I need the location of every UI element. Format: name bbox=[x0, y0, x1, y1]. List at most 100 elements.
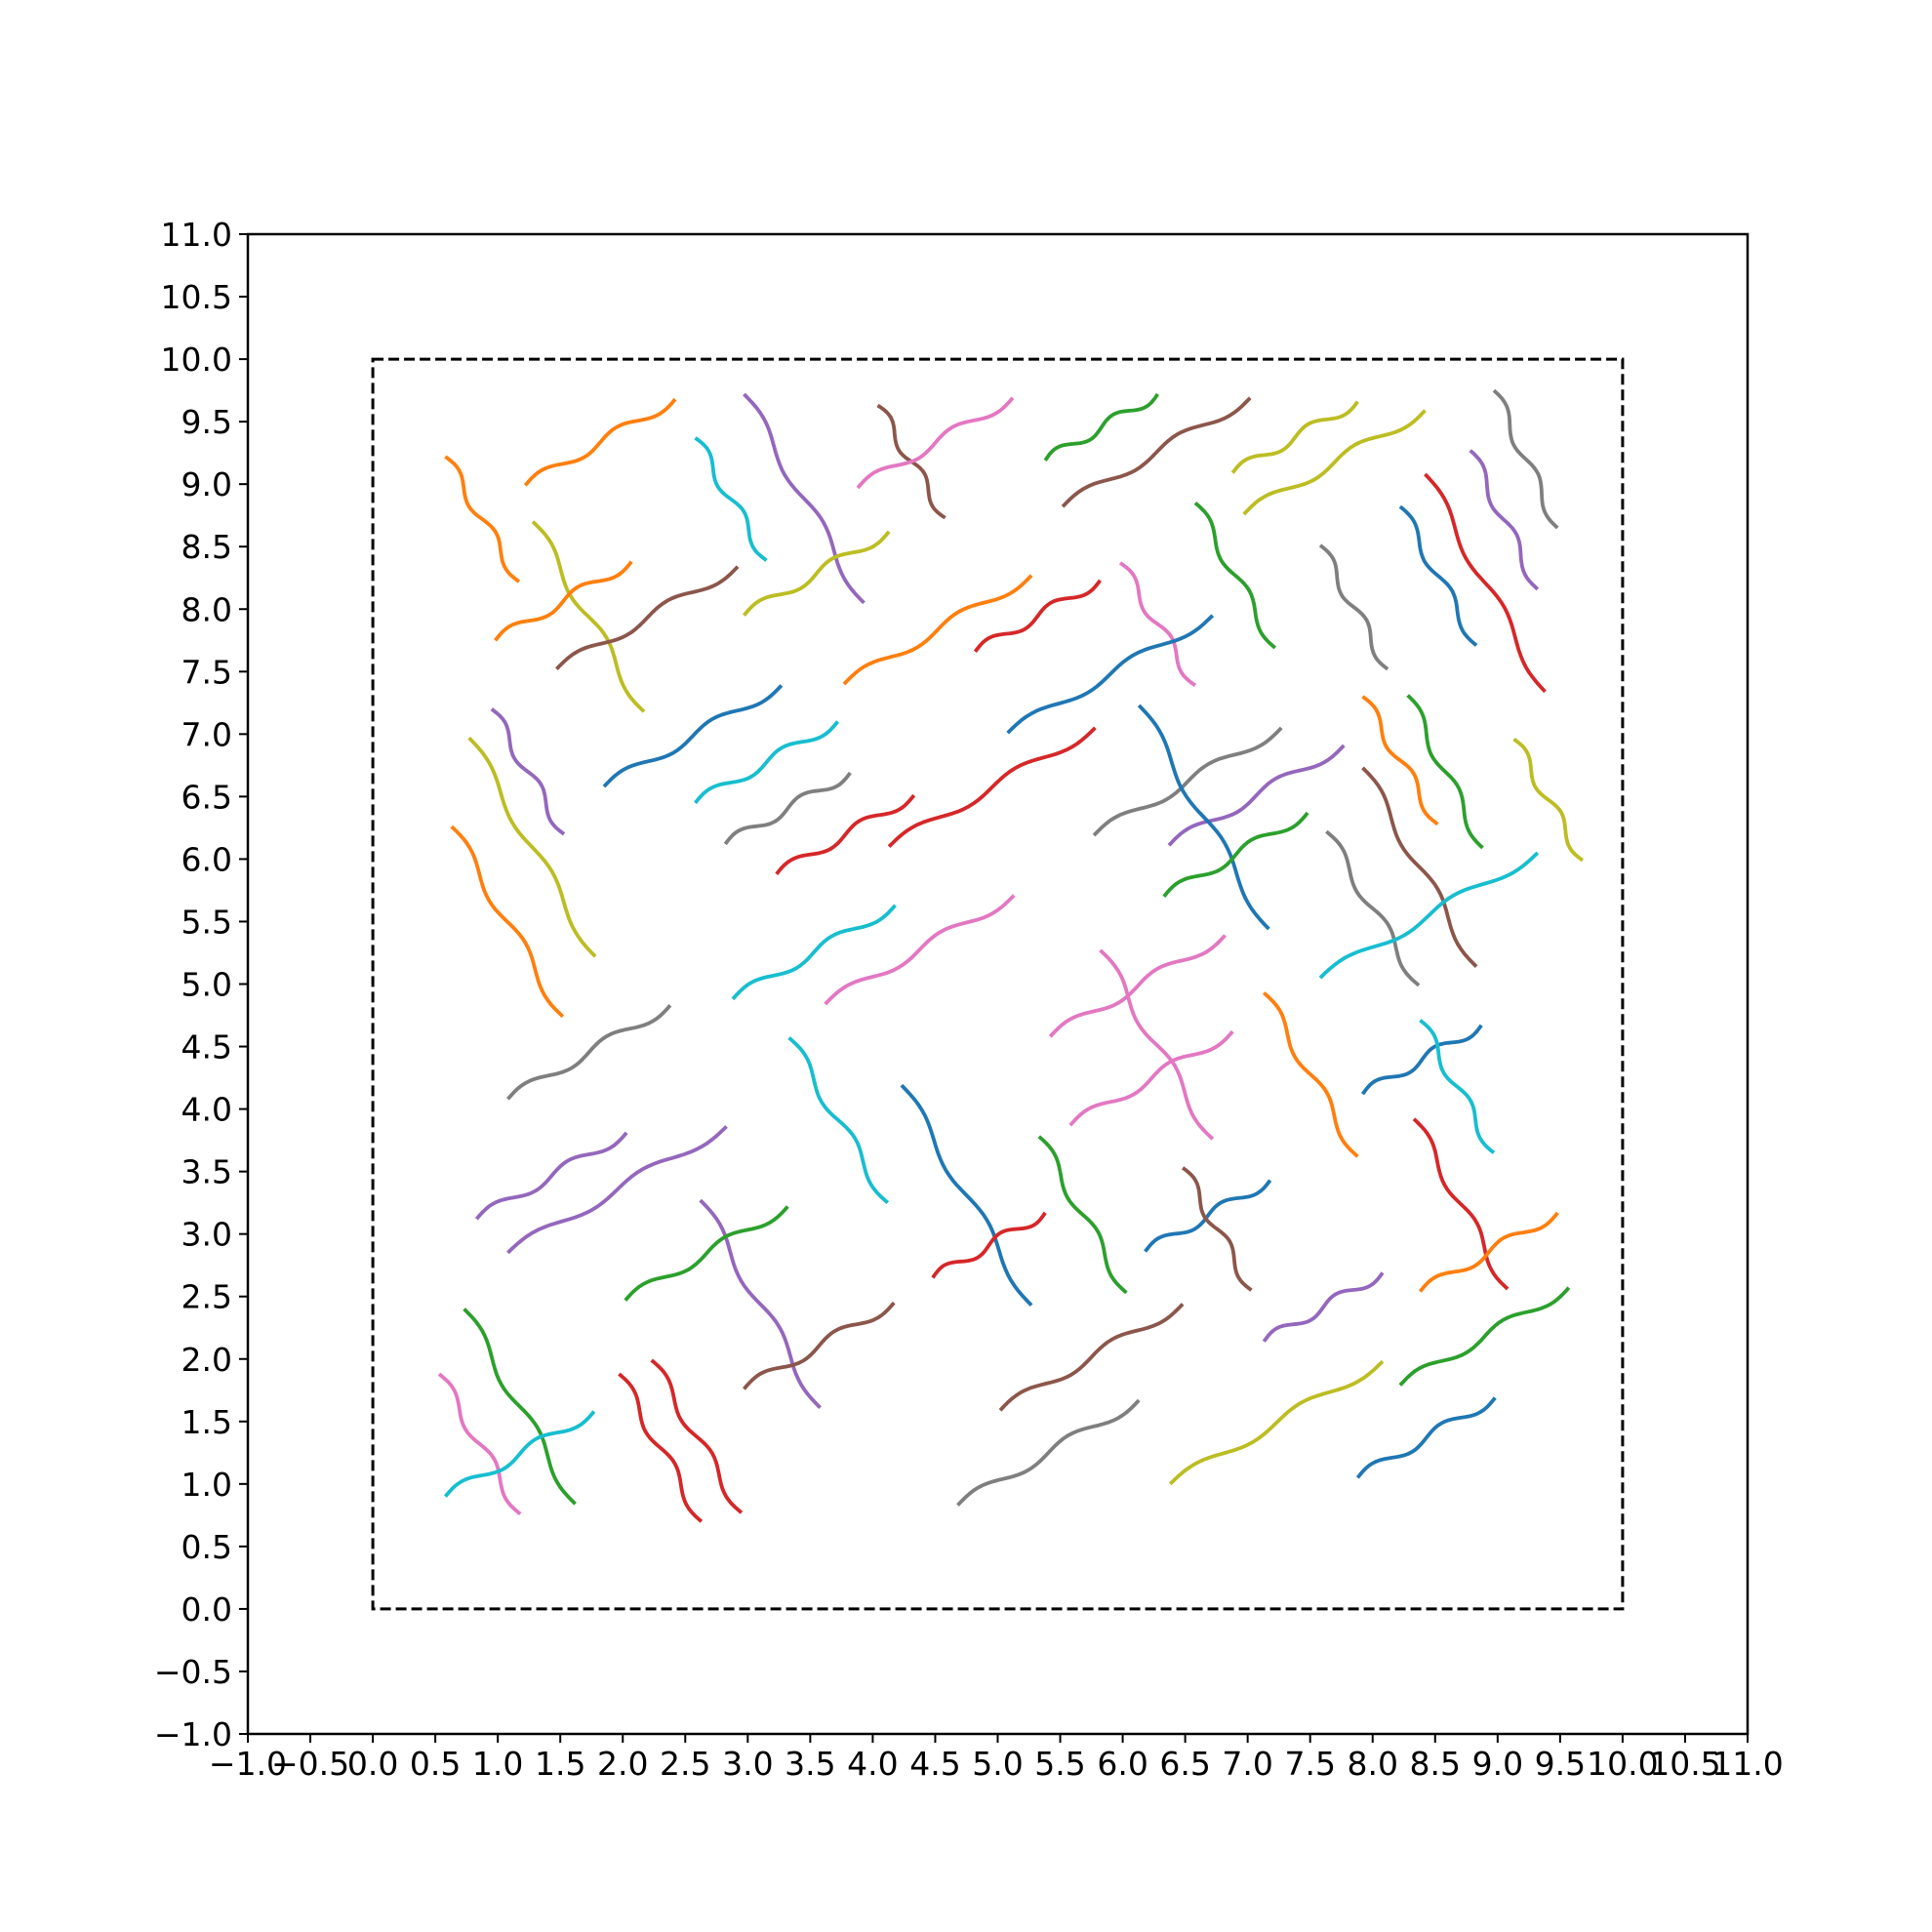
segment-41 bbox=[1325, 829, 1421, 987]
y-tick-label: 4.5 bbox=[181, 1028, 232, 1067]
segment-56 bbox=[506, 1125, 728, 1255]
x-tick-label: 5.5 bbox=[1034, 1745, 1085, 1783]
x-tick-label: 7.0 bbox=[1222, 1745, 1272, 1783]
x-tick-label: 2.0 bbox=[597, 1745, 648, 1783]
segment-62 bbox=[1412, 1117, 1509, 1291]
segment-30 bbox=[723, 771, 852, 846]
segment-6 bbox=[856, 396, 1015, 490]
x-tick-label: 8.5 bbox=[1410, 1745, 1461, 1783]
segment-47 bbox=[1099, 948, 1215, 1141]
y-tick-label: 2.0 bbox=[181, 1341, 232, 1379]
segment-63 bbox=[1418, 1211, 1559, 1293]
segment-48 bbox=[1068, 1029, 1234, 1127]
y-axis: −1.0 −0.5 0.0 0.5 1.0 1.5 2.0 2.5 3.0 3.5 4.0 4.5 5.… bbox=[154, 216, 248, 1753]
segment-49 bbox=[1263, 991, 1359, 1158]
x-tick-label: 11.0 bbox=[1711, 1745, 1783, 1783]
y-tick-label: 4.0 bbox=[181, 1091, 232, 1129]
segment-27 bbox=[450, 825, 565, 1019]
segment-58 bbox=[624, 1205, 789, 1302]
segment-26 bbox=[467, 736, 597, 958]
y-tick-label: 6.5 bbox=[181, 778, 232, 816]
segment-31 bbox=[775, 793, 916, 875]
segments-layer bbox=[437, 388, 1585, 1523]
segment-14 bbox=[1398, 504, 1478, 647]
segment-38 bbox=[1406, 694, 1484, 850]
segment-10 bbox=[1242, 409, 1427, 516]
y-tick-label: 3.5 bbox=[181, 1153, 232, 1191]
segment-44 bbox=[824, 894, 1016, 1006]
x-tick-label: 8.0 bbox=[1348, 1745, 1398, 1783]
segment-32 bbox=[887, 726, 1097, 848]
x-tick-label: 1.0 bbox=[472, 1745, 523, 1783]
segment-28 bbox=[602, 684, 784, 788]
segment-16 bbox=[1193, 501, 1277, 650]
x-tick-label: 4.5 bbox=[909, 1745, 960, 1783]
x-tick-label: 3.0 bbox=[722, 1745, 773, 1783]
segment-66 bbox=[1398, 1286, 1571, 1387]
segment-55 bbox=[474, 1131, 628, 1221]
segment-7 bbox=[1043, 392, 1159, 462]
segment-64 bbox=[743, 1301, 896, 1390]
x-tick-label: 5.0 bbox=[972, 1745, 1023, 1783]
x-tick-label: 1.5 bbox=[535, 1745, 585, 1783]
x-axis: −1.0−0.50.0 0.5 1.0 1.5 2.0 2.5 3.0 3.5 4.0 4.5 5.… bbox=[209, 1734, 1784, 1783]
segment-50 bbox=[1360, 1024, 1483, 1096]
y-tick-label: 9.0 bbox=[181, 465, 232, 503]
segment-23 bbox=[973, 579, 1103, 653]
segment-19 bbox=[494, 560, 633, 642]
segment-22 bbox=[842, 574, 1033, 686]
x-tick-label: −1.0 bbox=[209, 1745, 287, 1783]
segment-59 bbox=[931, 1211, 1047, 1279]
segment-67 bbox=[463, 1308, 577, 1506]
segment-8 bbox=[1061, 396, 1252, 508]
segment-20 bbox=[555, 565, 740, 671]
y-tick-label: −1.0 bbox=[154, 1715, 232, 1753]
segment-57 bbox=[699, 1198, 822, 1410]
segment-34 bbox=[1167, 744, 1346, 847]
segment-46 bbox=[1048, 934, 1227, 1038]
segment-45 bbox=[506, 1004, 672, 1101]
y-tick-label: 10.5 bbox=[161, 278, 232, 316]
y-tick-label: 1.5 bbox=[181, 1403, 232, 1441]
segment-3 bbox=[694, 436, 768, 562]
x-tick-label: 0.5 bbox=[410, 1745, 461, 1783]
segment-13 bbox=[1424, 472, 1547, 694]
segment-53 bbox=[900, 1083, 1033, 1308]
segment-2 bbox=[523, 397, 677, 487]
y-tick-label: 5.0 bbox=[181, 966, 232, 1004]
segment-70 bbox=[618, 1372, 704, 1523]
x-tick-label: 7.5 bbox=[1284, 1745, 1335, 1783]
segment-21 bbox=[743, 530, 891, 617]
x-tick-label: 9.5 bbox=[1535, 1745, 1586, 1783]
segment-52 bbox=[787, 1036, 890, 1205]
plot-area bbox=[371, 357, 1625, 1611]
x-tick-label: 10.0 bbox=[1587, 1745, 1658, 1783]
segment-65 bbox=[1262, 1271, 1385, 1343]
y-tick-label: 10.0 bbox=[161, 341, 232, 379]
segment-25 bbox=[490, 707, 566, 836]
segment-24 bbox=[1006, 614, 1215, 735]
segment-35 bbox=[1137, 704, 1270, 931]
boundary-box bbox=[371, 357, 1625, 1611]
x-tick-label: 6.5 bbox=[1159, 1745, 1210, 1783]
segment-39 bbox=[1512, 737, 1585, 863]
segment-33 bbox=[1092, 726, 1283, 837]
y-tick-label: 5.5 bbox=[181, 903, 232, 941]
segment-73 bbox=[956, 1398, 1141, 1507]
segment-18 bbox=[531, 520, 646, 713]
x-tick-label: 2.5 bbox=[660, 1745, 710, 1783]
segment-43 bbox=[731, 904, 897, 1001]
y-tick-label: 6.0 bbox=[181, 840, 232, 878]
segment-42 bbox=[1318, 851, 1540, 980]
y-tick-label: 0.0 bbox=[181, 1590, 232, 1629]
y-tick-label: 7.5 bbox=[181, 653, 232, 691]
x-tick-label: 3.5 bbox=[785, 1745, 835, 1783]
y-tick-label: 3.0 bbox=[181, 1216, 232, 1254]
segment-61 bbox=[1181, 1166, 1253, 1292]
y-tick-label: 8.0 bbox=[181, 590, 232, 628]
y-tick-label: 2.5 bbox=[181, 1278, 232, 1316]
segment-37 bbox=[1361, 695, 1439, 826]
segment-12 bbox=[1469, 449, 1540, 591]
x-tick-label: 6.0 bbox=[1097, 1745, 1147, 1783]
